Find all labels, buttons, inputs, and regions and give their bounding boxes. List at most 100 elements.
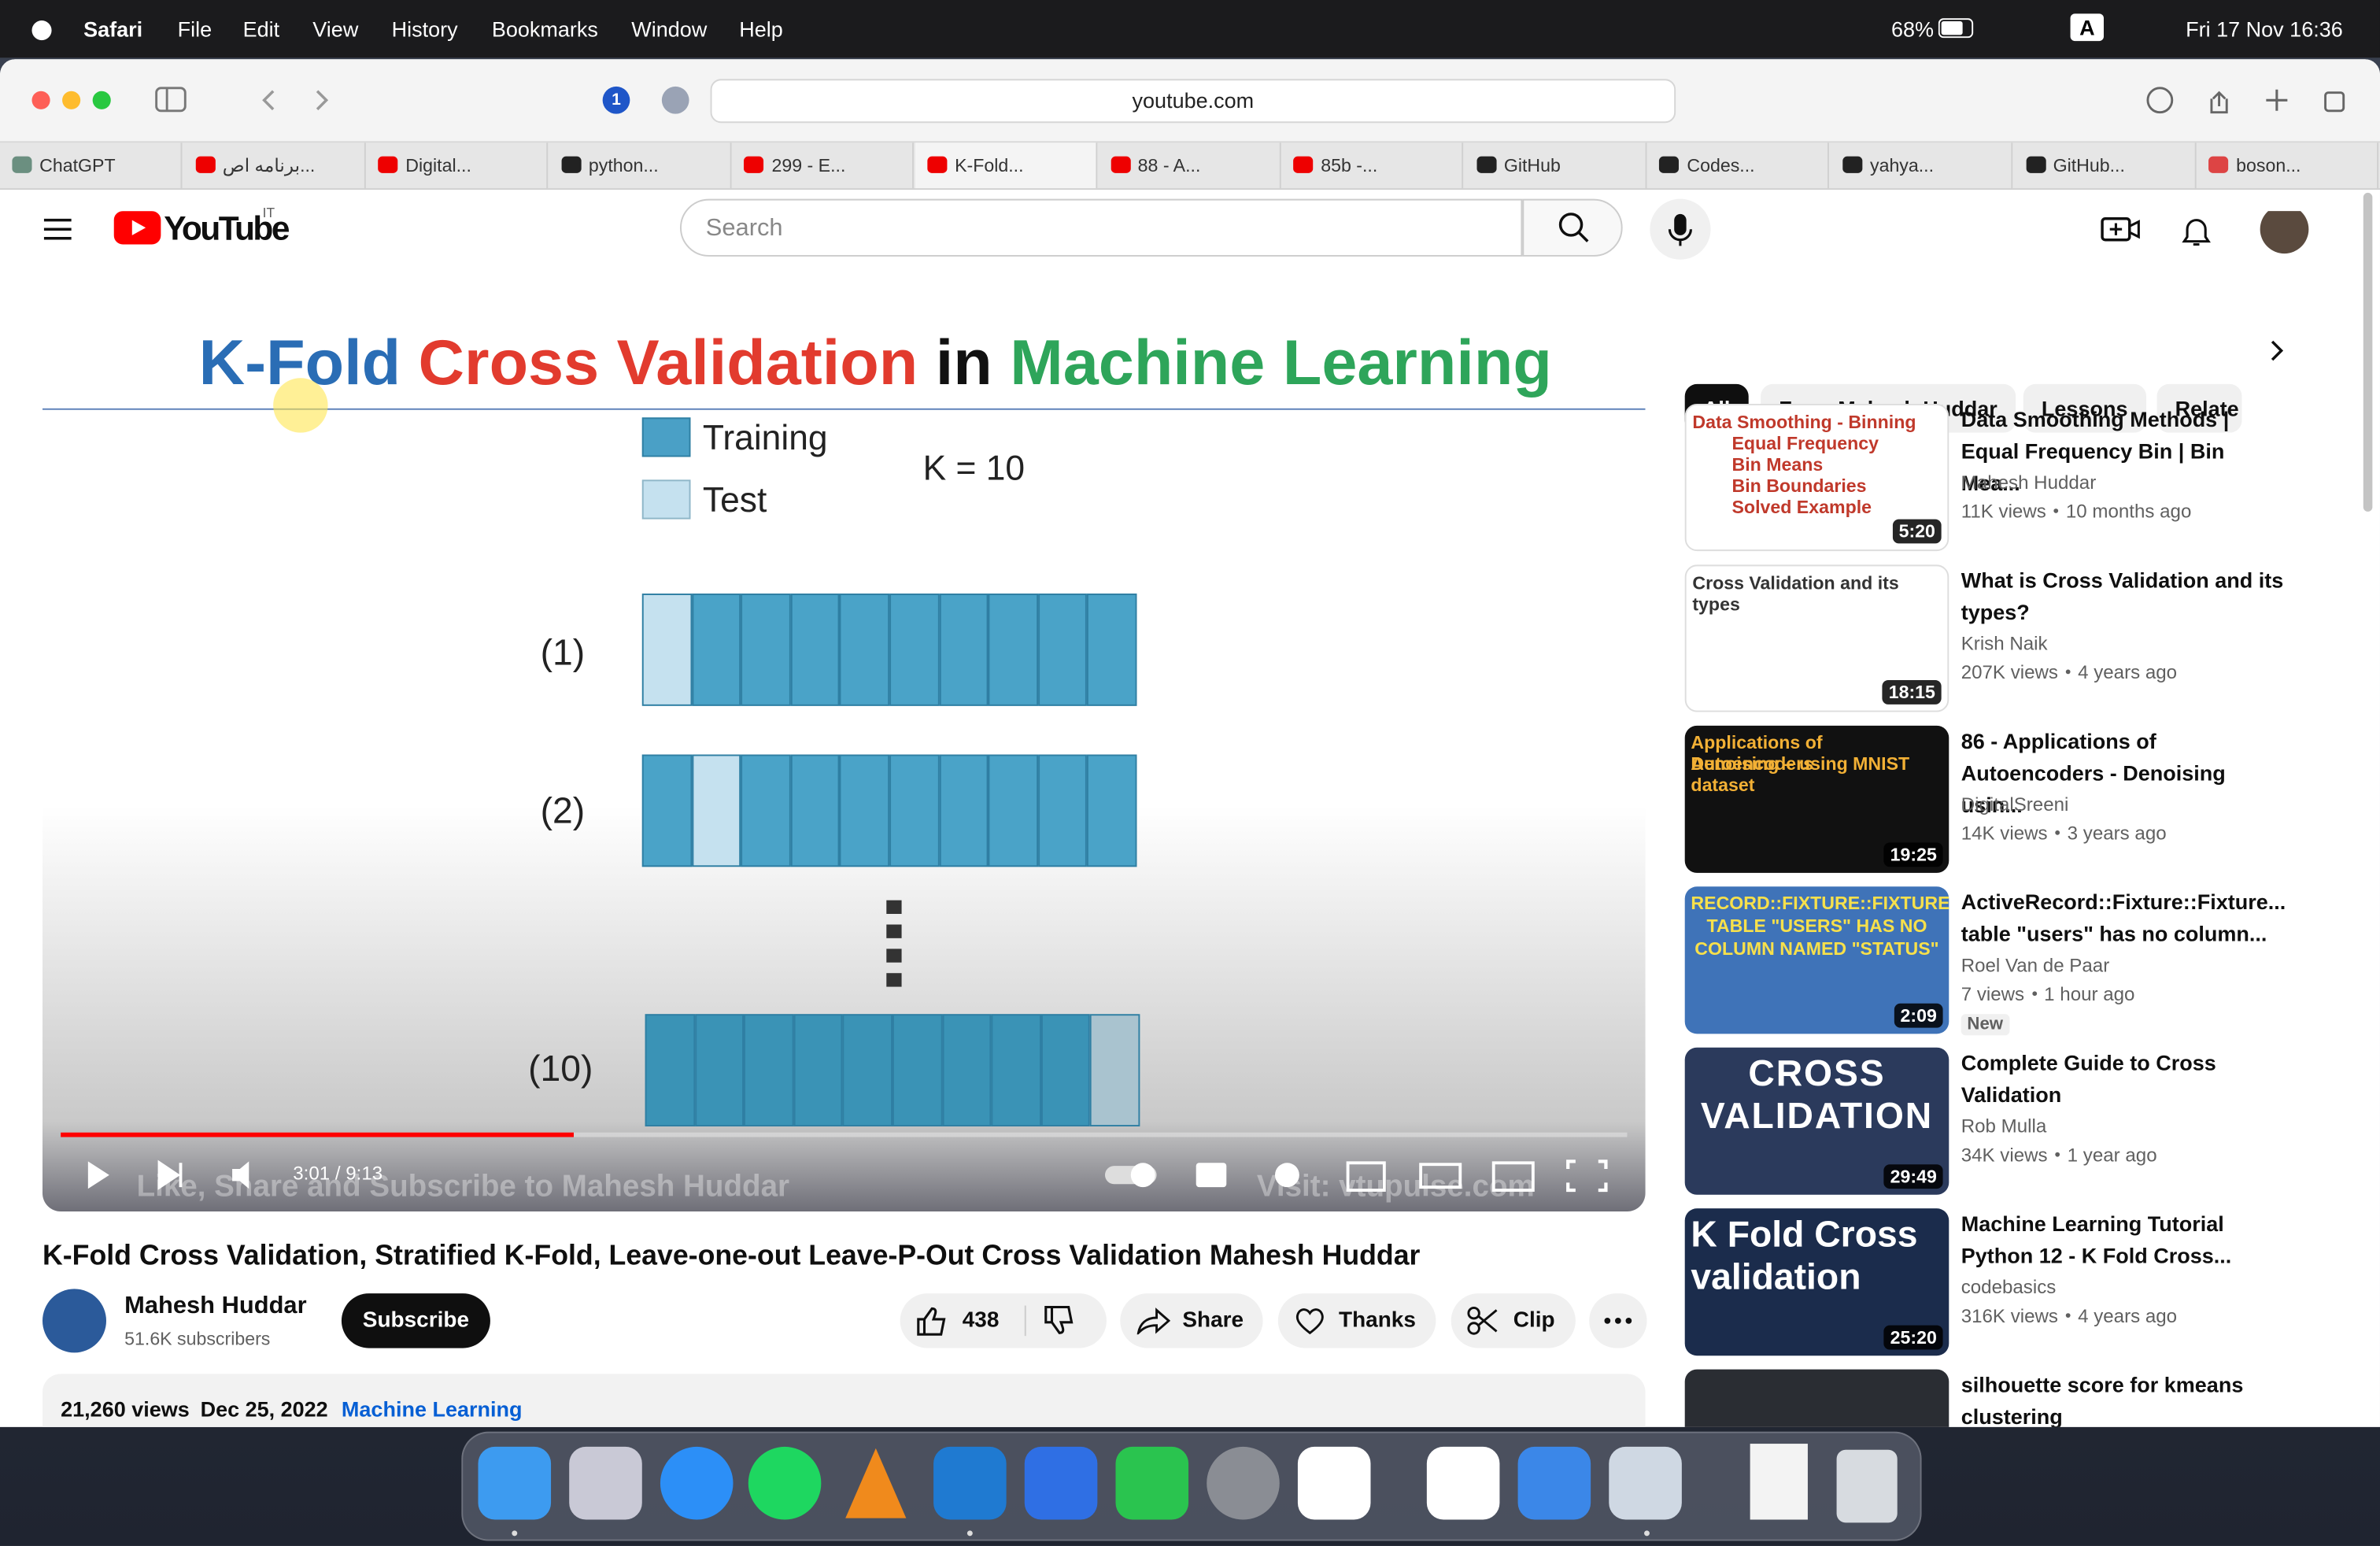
extension-badge[interactable]: 1 [602, 86, 630, 114]
scrollbar[interactable] [2363, 192, 2373, 512]
menu-button[interactable] [42, 216, 73, 243]
channel-name[interactable]: Mahesh Huddar [1961, 472, 2097, 494]
recommendation[interactable]: K Fold Cross validation 25:20 Machine Learn… [1684, 1208, 2292, 1356]
progress-track[interactable] [61, 1132, 1628, 1137]
tab[interactable]: Codes... [1647, 142, 1830, 189]
thumbnail[interactable]: RECORD::FIXTURE::FIXTURE TABLE "USERS" H… [1684, 886, 1949, 1034]
extension-icon[interactable] [661, 86, 689, 114]
channel-name[interactable]: Mahesh Huddar [124, 1293, 307, 1319]
tab[interactable]: GitHub [1465, 142, 1647, 189]
more-button[interactable] [1589, 1293, 1647, 1348]
apple-logo[interactable] [31, 15, 54, 41]
menu-item[interactable]: Bookmarks [491, 17, 598, 42]
thanks-label[interactable]: Thanks [1338, 1308, 1416, 1333]
search-button[interactable] [1522, 198, 1623, 257]
tab-title[interactable]: GitHub... [2053, 154, 2125, 176]
chip[interactable]: Lessons [2023, 383, 2146, 433]
youtube-logo[interactable]: YouTube [164, 209, 290, 248]
menu-item[interactable]: History [391, 17, 458, 42]
recommendation[interactable]: silhouette score for kmeans clustering [1684, 1369, 2292, 1427]
tab-title[interactable]: 85b -... [1321, 154, 1378, 176]
thumbnail[interactable]: CROSS VALIDATION 29:49 [1684, 1047, 1949, 1195]
video-title[interactable]: What is Cross Validation and its types? [1961, 568, 2284, 624]
header-actions[interactable] [2097, 211, 2325, 257]
tab[interactable]: boson... [2197, 142, 2379, 189]
menu-item[interactable]: File [177, 17, 213, 42]
recommendation[interactable]: Data Smoothing - Binning Equal Frequency B… [1684, 403, 2292, 552]
chip[interactable]: Relate [2156, 383, 2242, 433]
like-count[interactable]: 438 [962, 1308, 1000, 1333]
tab-title[interactable]: Digital... [405, 154, 471, 176]
youtube-icon[interactable] [113, 211, 161, 245]
tab-title[interactable]: برنامه اص... [222, 154, 316, 176]
like-icon[interactable] [915, 1306, 952, 1337]
tab[interactable]: yahya... [1831, 142, 2013, 189]
clip-label[interactable]: Clip [1513, 1308, 1555, 1333]
hashtag[interactable]: Machine Learning [341, 1396, 523, 1422]
tab-title[interactable]: python... [588, 154, 659, 176]
clock[interactable]: Fri 17 Nov 16:36 [2186, 17, 2343, 42]
nav-buttons[interactable] [155, 85, 337, 116]
channel-name[interactable]: Roel Van de Paar [1961, 955, 2110, 977]
channel-name[interactable]: DigitalSreeni [1961, 793, 2069, 816]
thumbnail[interactable] [1684, 1369, 1949, 1427]
menu-item[interactable]: Help [739, 17, 783, 42]
video-player[interactable]: K-Fold Cross Validation in Machine Learn… [42, 311, 1646, 1211]
channel-name[interactable]: Rob Mulla [1961, 1115, 2047, 1137]
tab[interactable]: 85b -... [1281, 142, 1464, 189]
tab-title[interactable]: Codes... [1687, 154, 1755, 176]
tab-title[interactable]: yahya... [1869, 154, 1935, 176]
channel-avatar[interactable] [42, 1289, 106, 1353]
share-button[interactable]: Share [1120, 1293, 1263, 1348]
thanks-button[interactable]: Thanks [1277, 1293, 1436, 1348]
video-title[interactable]: 86 - Applications of Autoencoders - Deno… [1961, 728, 2226, 817]
search-box[interactable]: Search [679, 198, 1523, 257]
channel-name[interactable]: codebasics [1961, 1276, 2057, 1298]
thumbnail[interactable]: Applications of Autoencoders Denoising – … [1684, 725, 1949, 873]
tab-title[interactable]: 299 - E... [771, 154, 846, 176]
video-title[interactable]: ActiveRecord::Fixture::Fixture... table … [1961, 890, 2286, 946]
recommendation[interactable]: Applications of Autoencoders Denoising – … [1684, 725, 2292, 873]
recommendation[interactable]: Cross Validation and its types 18:15 What … [1684, 564, 2292, 712]
toolbar-actions[interactable] [2143, 83, 2356, 117]
menu-item[interactable]: View [312, 17, 359, 42]
thumbnail[interactable]: Cross Validation and its types 18:15 [1684, 564, 1949, 712]
thumbnail[interactable]: Data Smoothing - Binning Equal Frequency B… [1684, 403, 1949, 552]
input-source[interactable]: A [2070, 13, 2105, 42]
menu-item[interactable]: Edit [242, 17, 280, 42]
tab-title[interactable]: 88 - A... [1137, 154, 1201, 176]
video-title[interactable]: Complete Guide to Cross Validation [1961, 1050, 2216, 1107]
tab[interactable]: Digital... [366, 142, 549, 189]
window-controls[interactable] [31, 90, 122, 111]
video-title[interactable]: silhouette score for kmeans clustering [1961, 1372, 2244, 1427]
video-title[interactable]: Data Smoothing Methods | Equal Frequency… [1961, 406, 2230, 495]
tab[interactable]: 88 - A... [1099, 142, 1281, 189]
channel-name[interactable]: Krish Naik [1961, 633, 2048, 655]
tab[interactable]: K-Fold... [915, 142, 1098, 189]
share-label[interactable]: Share [1182, 1308, 1244, 1333]
recommendation[interactable]: RECORD::FIXTURE::FIXTURE TABLE "USERS" H… [1684, 886, 2292, 1036]
tab-title[interactable]: boson... [2236, 154, 2301, 176]
player-controls[interactable] [73, 1154, 1621, 1200]
dock-icons[interactable] [463, 1433, 1920, 1540]
clip-button[interactable]: Clip [1451, 1293, 1576, 1348]
address-bar[interactable]: youtube.com [710, 79, 1676, 124]
recommendation[interactable]: CROSS VALIDATION 29:49 Complete Guide to C… [1684, 1047, 2292, 1195]
tab[interactable]: GitHub... [2013, 142, 2196, 189]
tab-title[interactable]: ChatGPT [39, 154, 116, 176]
chips-next[interactable] [2266, 337, 2287, 364]
subscribe-button[interactable]: Subscribe [341, 1293, 490, 1348]
dislike-icon[interactable] [1043, 1305, 1079, 1337]
tab[interactable]: python... [549, 142, 732, 189]
tab[interactable]: ChatGPT [0, 142, 183, 189]
menu-item[interactable]: Window [631, 17, 708, 42]
tab-title[interactable]: GitHub [1503, 154, 1561, 176]
thumbnail[interactable]: K Fold Cross validation 25:20 [1684, 1208, 1949, 1356]
tab-title[interactable]: K-Fold... [955, 154, 1024, 176]
battery-icon[interactable] [1938, 18, 1978, 39]
voice-search[interactable] [1650, 198, 1711, 260]
description-box[interactable]: 21,260 views Dec 25, 2022 Machine Learni… [42, 1374, 1646, 1427]
video-title[interactable]: Machine Learning Tutorial Python 12 - K … [1961, 1211, 2232, 1268]
tab[interactable]: 299 - E... [732, 142, 915, 189]
app-menu[interactable]: Safari [83, 17, 143, 42]
